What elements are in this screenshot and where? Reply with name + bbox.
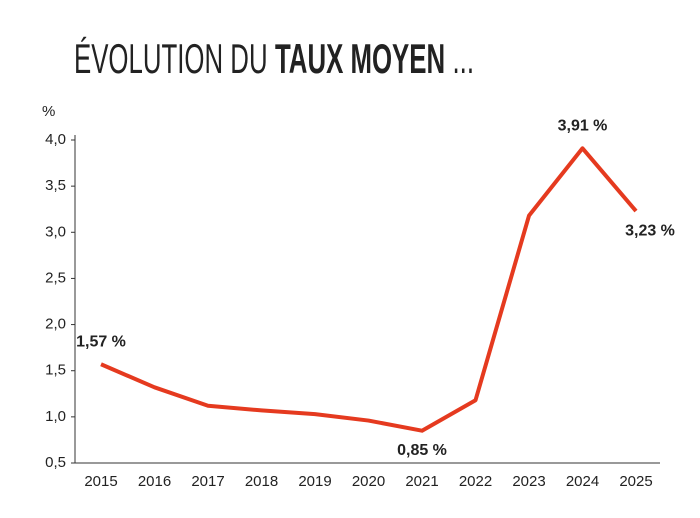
chart-title: ÉVOLUTION DUTAUX MOYEN... [74, 35, 474, 82]
x-tick-label: 2022 [459, 473, 492, 490]
y-tick-label: 2,0 [45, 316, 66, 333]
x-tick-label: 2017 [191, 473, 224, 490]
y-tick-label: 3,5 [45, 177, 66, 194]
title-part: ÉVOLUTION DU [74, 35, 268, 82]
data-label: 1,57 % [76, 333, 126, 350]
x-tick-label: 2021 [405, 473, 438, 490]
x-tick-label: 2019 [298, 473, 331, 490]
x-tick-label: 2024 [566, 473, 599, 490]
y-tick-label: 0,5 [45, 454, 66, 471]
x-tick-label: 2025 [619, 473, 652, 490]
x-tick-label: 2023 [512, 473, 545, 490]
data-label: 0,85 % [397, 442, 447, 459]
y-tick-label: 2,5 [45, 269, 66, 286]
x-tick-label: 2020 [352, 473, 385, 490]
x-tick-label: 2015 [84, 473, 117, 490]
x-tick-label: 2016 [138, 473, 171, 490]
y-tick-label: 1,0 [45, 408, 66, 425]
title-part: ... [452, 35, 474, 82]
line [100, 146, 638, 433]
title-part: TAUX MOYEN [275, 35, 445, 82]
data-label: 3,23 % [625, 222, 675, 239]
y-tick-label: 3,0 [45, 223, 66, 240]
y-tick-label: 1,5 [45, 362, 66, 379]
y-axis-label: % [42, 103, 55, 120]
x-tick-label: 2018 [245, 473, 278, 490]
data-label: 3,91 % [558, 118, 608, 135]
y-tick-label: 4,0 [45, 131, 66, 148]
